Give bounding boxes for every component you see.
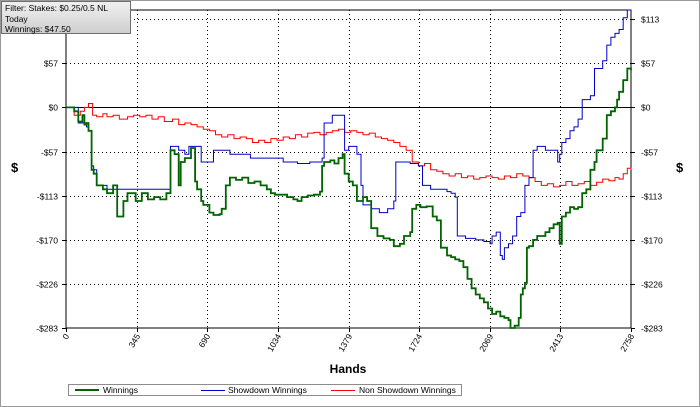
y-tick-label-right: $57 (641, 59, 655, 69)
x-tick-label: 2413 (547, 332, 565, 354)
y-tick-label-left: -$170 (36, 236, 58, 246)
legend-swatch-winnings (75, 389, 99, 391)
x-tick-label: 690 (196, 332, 212, 350)
y-tick-label-right: -$57 (641, 148, 658, 158)
y-tick-label-left: -$57 (41, 148, 58, 158)
legend-swatch-showdown (201, 390, 225, 391)
filter-stakes-text: Filter: Stakes: $0.25/0.5 NL (5, 3, 108, 13)
series-line-showdown-winnings (66, 9, 631, 260)
series (66, 9, 632, 329)
x-tick-label: 2069 (477, 332, 495, 354)
axes (62, 9, 635, 332)
plot-area (65, 9, 632, 329)
y-tick-label-right: -$226 (641, 280, 663, 290)
y-tick-label-right: $113 (641, 15, 660, 25)
filter-winnings-text: Winnings: $47.50 (5, 24, 71, 34)
x-tick-label: 1034 (265, 332, 283, 354)
x-tick-label: 1379 (336, 332, 354, 354)
legend-label-non-showdown: Non Showdown Winnings (359, 385, 456, 395)
legend-label-winnings: Winnings (103, 385, 138, 395)
y-tick-label-right: -$170 (641, 236, 663, 246)
grid (66, 10, 631, 328)
filter-date-text: Today (5, 13, 28, 24)
x-tick-label: 345 (126, 332, 142, 350)
y-tick-label-right: -$283 (641, 324, 663, 334)
series-line-winnings (66, 67, 632, 329)
y-tick-label-right: $0 (641, 103, 651, 113)
x-tick-label: 2758 (618, 332, 636, 354)
y-tick-label-left: $57 (44, 59, 58, 69)
y-axis-label-left: $ (11, 160, 19, 175)
x-axis-label: Hands (330, 362, 367, 376)
legend: Winnings Showdown Winnings Non Showdown … (68, 384, 462, 396)
legend-label-showdown: Showdown Winnings (228, 385, 307, 395)
x-tick-label: 0 (60, 332, 71, 341)
y-axis-label-right: $ (676, 160, 684, 175)
y-tick-label-left: -$113 (37, 192, 58, 202)
y-tick-label-left: -$283 (36, 324, 58, 334)
series-line-non-showdown-winnings (66, 103, 632, 188)
y-tick-label-right: -$113 (641, 192, 662, 202)
x-tick-label: 1724 (406, 332, 424, 354)
filter-info-box: Filter: Stakes: $0.25/0.5 NL Today Winni… (1, 1, 131, 34)
y-tick-label-left: -$226 (36, 280, 58, 290)
y-tick-label-left: $0 (49, 103, 59, 113)
legend-swatch-non-showdown (331, 390, 355, 391)
